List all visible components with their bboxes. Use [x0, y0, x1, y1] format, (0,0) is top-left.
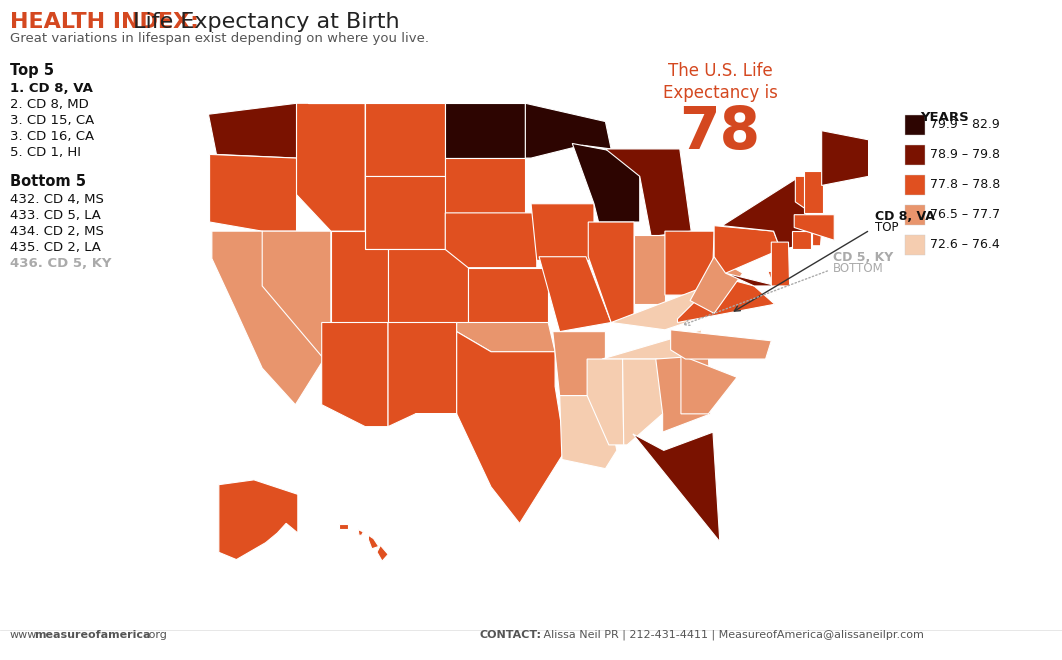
PathPatch shape [445, 158, 526, 213]
PathPatch shape [553, 331, 605, 395]
PathPatch shape [792, 231, 811, 249]
Text: 78.9 – 79.8: 78.9 – 79.8 [930, 148, 1000, 162]
Text: Great variations in lifespan exist depending on where you live.: Great variations in lifespan exist depen… [10, 32, 429, 45]
Text: Bottom 5: Bottom 5 [10, 174, 86, 189]
PathPatch shape [445, 213, 536, 268]
Text: 72.6 – 76.4: 72.6 – 76.4 [930, 238, 999, 251]
PathPatch shape [322, 323, 388, 426]
PathPatch shape [633, 432, 720, 542]
Bar [905, 145, 925, 165]
PathPatch shape [457, 323, 555, 352]
Text: .org: .org [145, 630, 168, 640]
Text: CD 5, KY: CD 5, KY [833, 251, 893, 264]
Text: CD 8, VA: CD 8, VA [875, 210, 935, 223]
PathPatch shape [211, 231, 324, 405]
PathPatch shape [725, 273, 777, 286]
PathPatch shape [415, 331, 565, 523]
PathPatch shape [794, 214, 835, 240]
PathPatch shape [587, 359, 623, 445]
Text: 76.5 – 77.7: 76.5 – 77.7 [930, 209, 1000, 222]
PathPatch shape [339, 524, 348, 529]
PathPatch shape [308, 103, 445, 176]
PathPatch shape [526, 103, 611, 158]
Text: 2. CD 8, MD: 2. CD 8, MD [10, 98, 89, 111]
PathPatch shape [714, 226, 781, 273]
PathPatch shape [605, 149, 691, 237]
PathPatch shape [358, 529, 363, 535]
Text: 1. CD 8, VA: 1. CD 8, VA [10, 82, 92, 95]
PathPatch shape [296, 103, 365, 231]
Text: 79.9 – 82.9: 79.9 – 82.9 [930, 119, 999, 131]
PathPatch shape [468, 268, 548, 323]
Text: 433. CD 5, LA: 433. CD 5, LA [10, 209, 101, 222]
PathPatch shape [812, 231, 822, 246]
PathPatch shape [655, 355, 710, 432]
Text: www.: www. [10, 630, 40, 640]
PathPatch shape [388, 323, 457, 426]
Text: HEALTH INDEX:: HEALTH INDEX: [10, 12, 199, 32]
PathPatch shape [822, 131, 869, 185]
Text: 434. CD 2, MS: 434. CD 2, MS [10, 225, 104, 238]
PathPatch shape [768, 271, 777, 295]
Bar [905, 235, 925, 255]
PathPatch shape [377, 545, 388, 561]
Text: YEARS: YEARS [920, 111, 969, 124]
Bar [905, 115, 925, 135]
Text: 3. CD 15, CA: 3. CD 15, CA [10, 114, 95, 127]
Text: 78: 78 [680, 104, 760, 161]
Text: Life Expectancy at Birth: Life Expectancy at Birth [126, 12, 399, 32]
PathPatch shape [622, 359, 663, 445]
PathPatch shape [722, 176, 811, 249]
Bar [905, 205, 925, 225]
PathPatch shape [634, 235, 665, 304]
Text: TOP: TOP [875, 221, 898, 234]
Text: 432. CD 4, MS: 432. CD 4, MS [10, 193, 104, 206]
PathPatch shape [681, 355, 737, 414]
PathPatch shape [572, 143, 639, 222]
PathPatch shape [365, 176, 445, 249]
PathPatch shape [611, 290, 714, 330]
PathPatch shape [771, 242, 790, 286]
Text: The U.S. Life
Expectancy is: The U.S. Life Expectancy is [663, 62, 777, 102]
PathPatch shape [209, 154, 296, 231]
PathPatch shape [602, 330, 702, 359]
Text: Top 5: Top 5 [10, 63, 54, 78]
Text: 435. CD 2, LA: 435. CD 2, LA [10, 241, 101, 254]
PathPatch shape [219, 480, 297, 560]
PathPatch shape [331, 231, 388, 323]
PathPatch shape [369, 535, 379, 548]
PathPatch shape [678, 277, 775, 323]
Text: BOTTOM: BOTTOM [833, 262, 884, 275]
PathPatch shape [531, 204, 594, 261]
Text: Alissa Neil PR | 212-431-4411 | MeasureofAmerica@alissaneilpr.com: Alissa Neil PR | 212-431-4411 | Measureo… [539, 630, 924, 640]
PathPatch shape [208, 103, 296, 158]
Text: measureofamerica: measureofamerica [34, 630, 151, 640]
Text: 5. CD 1, HI: 5. CD 1, HI [10, 146, 81, 159]
PathPatch shape [539, 257, 611, 331]
PathPatch shape [690, 257, 742, 314]
PathPatch shape [560, 395, 617, 469]
Text: 3. CD 16, CA: 3. CD 16, CA [10, 130, 95, 143]
Text: 77.8 – 78.8: 77.8 – 78.8 [930, 178, 1000, 191]
PathPatch shape [262, 231, 331, 359]
PathPatch shape [805, 171, 823, 213]
Text: CONTACT:: CONTACT: [480, 630, 542, 640]
PathPatch shape [388, 249, 468, 323]
PathPatch shape [588, 222, 634, 323]
PathPatch shape [445, 103, 526, 158]
PathPatch shape [795, 176, 817, 213]
PathPatch shape [665, 231, 714, 295]
Bar [905, 175, 925, 195]
Text: 436. CD 5, KY: 436. CD 5, KY [10, 257, 112, 270]
PathPatch shape [670, 330, 771, 359]
